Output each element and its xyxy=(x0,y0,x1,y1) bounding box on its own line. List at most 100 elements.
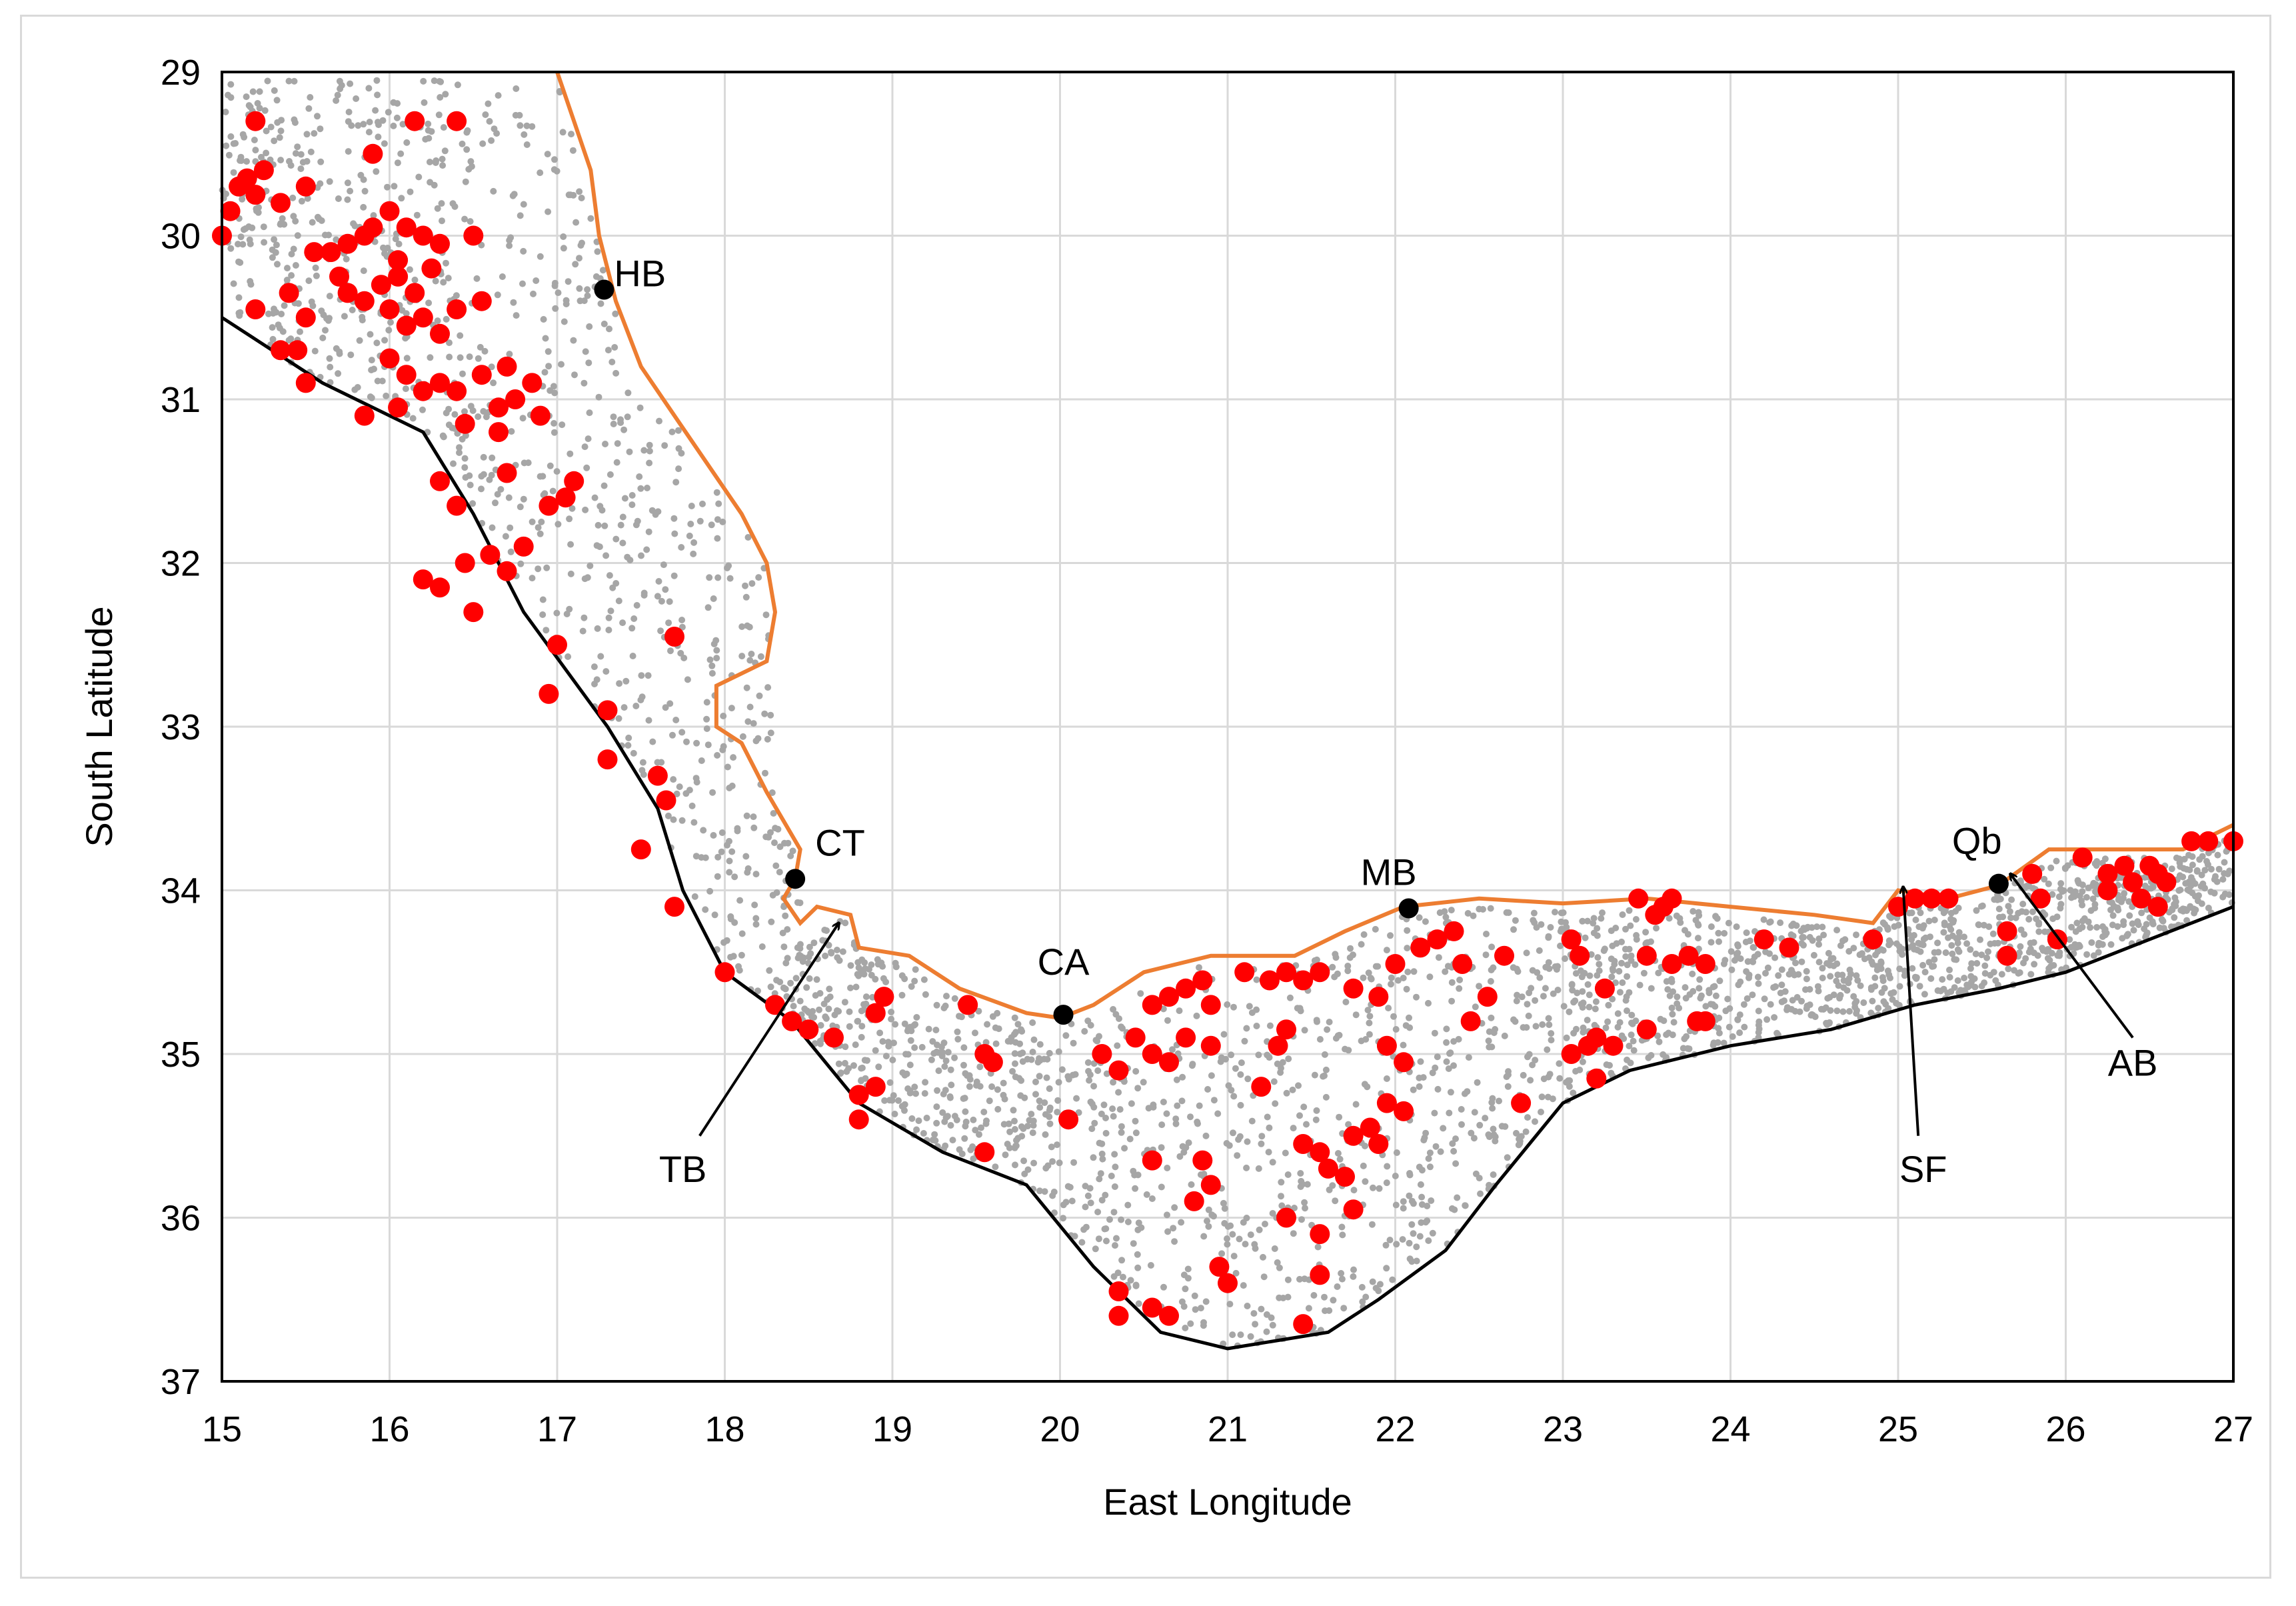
grey-point xyxy=(1839,1008,1847,1015)
grey-point xyxy=(1404,927,1411,934)
red-point xyxy=(664,627,684,647)
grey-point xyxy=(1336,1113,1343,1121)
grey-point xyxy=(525,459,532,467)
grey-point xyxy=(230,140,237,147)
grey-point xyxy=(1881,985,1888,992)
annotation-label: AB xyxy=(2108,1041,2158,1083)
grey-point xyxy=(1014,1021,1022,1028)
grey-point xyxy=(480,408,487,415)
grey-point xyxy=(1296,1005,1304,1012)
grey-point xyxy=(984,1021,991,1028)
grey-point xyxy=(1370,1184,1376,1191)
grey-point xyxy=(547,387,554,394)
grey-point xyxy=(1895,921,1902,929)
grey-point xyxy=(1110,1006,1117,1013)
grey-point xyxy=(841,999,848,1006)
grey-point xyxy=(1221,1220,1228,1227)
grey-point xyxy=(1258,1305,1265,1313)
grey-point xyxy=(317,158,325,165)
grey-point xyxy=(1628,952,1635,959)
grey-point xyxy=(770,810,777,817)
grey-point xyxy=(1224,1241,1231,1248)
grey-point xyxy=(397,150,405,157)
red-point xyxy=(1678,945,1699,966)
grey-point xyxy=(879,1038,886,1045)
grey-point xyxy=(2109,912,2117,919)
grey-point xyxy=(431,77,438,85)
grey-point xyxy=(1028,1111,1035,1118)
grey-point xyxy=(539,473,547,480)
grey-point xyxy=(2041,875,2048,883)
red-point xyxy=(1662,888,1682,909)
grey-point xyxy=(490,379,497,387)
red-point xyxy=(1586,1027,1607,1048)
grey-point xyxy=(1947,909,1955,917)
grey-point xyxy=(1018,1123,1025,1130)
grey-point xyxy=(817,1040,824,1047)
grey-point xyxy=(1011,1117,1018,1125)
grey-point xyxy=(507,524,514,531)
grey-point xyxy=(1588,951,1595,958)
town-label: CA xyxy=(1038,941,1090,983)
grey-point xyxy=(427,179,434,186)
grey-point xyxy=(720,743,727,750)
grey-point xyxy=(888,1009,895,1015)
grey-point xyxy=(674,427,682,434)
grey-point xyxy=(2072,928,2079,935)
grey-point xyxy=(1613,940,1620,947)
grey-point xyxy=(1632,1017,1640,1025)
grey-point xyxy=(1241,1037,1248,1045)
grey-point xyxy=(1455,1035,1462,1043)
grey-point xyxy=(1674,1000,1681,1007)
grey-point xyxy=(2039,947,2047,954)
grey-point xyxy=(1754,973,1761,981)
grey-point xyxy=(517,503,524,511)
grey-point xyxy=(1150,1103,1157,1111)
grey-point xyxy=(1741,1023,1748,1031)
grey-point xyxy=(435,111,443,119)
grey-point xyxy=(2179,873,2187,881)
grey-point xyxy=(1437,1148,1444,1155)
grey-point xyxy=(1413,993,1420,1001)
red-point xyxy=(1376,1035,1397,1056)
grey-point xyxy=(1622,997,1630,1004)
grey-point xyxy=(1006,1144,1013,1151)
grey-point xyxy=(440,124,447,131)
annotation-label: TB xyxy=(659,1148,707,1190)
grey-point xyxy=(508,428,515,435)
grey-point xyxy=(1041,1099,1048,1106)
grey-point xyxy=(1736,1011,1743,1019)
grey-point xyxy=(939,1109,946,1116)
town-label: HB xyxy=(614,253,666,295)
grey-point xyxy=(1624,973,1631,980)
grey-point xyxy=(931,1131,938,1138)
grey-point xyxy=(1205,1223,1212,1230)
grey-point xyxy=(1973,907,1980,914)
grey-point xyxy=(1472,1170,1480,1177)
grey-point xyxy=(1465,1054,1472,1061)
red-point xyxy=(1125,1027,1146,1048)
grey-point xyxy=(1170,1225,1177,1232)
grey-point xyxy=(1622,925,1629,933)
red-point xyxy=(597,700,618,721)
grey-point xyxy=(726,869,733,876)
grey-point xyxy=(1498,1123,1506,1130)
grey-point xyxy=(1443,1039,1450,1046)
red-point xyxy=(664,897,684,917)
grey-point xyxy=(750,824,758,831)
grey-point xyxy=(1682,984,1689,991)
red-point xyxy=(1385,954,1406,974)
grey-point xyxy=(539,611,547,618)
grey-point xyxy=(278,117,285,124)
grey-point xyxy=(972,1029,978,1037)
red-point xyxy=(245,185,266,205)
red-point xyxy=(1368,987,1389,1007)
grey-point xyxy=(1877,959,1885,967)
grey-point xyxy=(1901,972,1908,979)
grey-point xyxy=(1000,1121,1008,1128)
grey-point xyxy=(547,462,554,469)
grey-point xyxy=(1082,1203,1089,1211)
grey-point xyxy=(1579,988,1586,995)
grey-point xyxy=(1274,1259,1281,1266)
grey-point xyxy=(480,471,487,478)
